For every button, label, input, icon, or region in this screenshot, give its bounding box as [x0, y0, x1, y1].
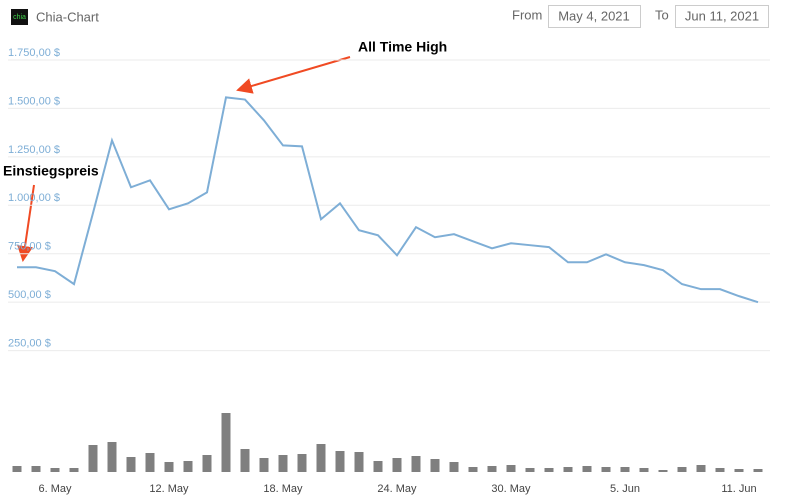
to-input[interactable]: [675, 5, 769, 28]
volume-bar: [449, 462, 459, 472]
volume-bar: [544, 468, 554, 472]
volume-bar: [297, 454, 307, 472]
volume-bar: [354, 452, 364, 472]
to-label: To: [655, 7, 669, 22]
volume-bar: [50, 468, 60, 472]
volume-bar: [734, 469, 744, 472]
annotation: Einstiegspreis: [3, 163, 99, 179]
volume-bar: [430, 459, 440, 472]
volume-bar: [563, 467, 573, 472]
y-tick-label: 250,00 $: [8, 337, 51, 349]
volume-bar: [373, 461, 383, 472]
x-tick-label: 12. May: [149, 483, 189, 495]
y-tick-label: 1.750,00 $: [8, 47, 60, 59]
x-tick-label: 6. May: [38, 483, 72, 495]
volume-bar: [601, 467, 611, 472]
x-tick-label: 30. May: [491, 483, 531, 495]
from-input[interactable]: [548, 5, 641, 28]
y-tick-label: 1.500,00 $: [8, 95, 60, 107]
to-value: Jun 11, 2021: [685, 8, 759, 23]
volume-bar: [696, 465, 706, 472]
volume-bar: [639, 468, 649, 472]
volume-bar: [677, 467, 687, 472]
volume-bar: [69, 468, 79, 472]
volume-bar: [183, 461, 193, 472]
y-tick-label: 500,00 $: [8, 289, 51, 301]
annotation-arrow: [17, 184, 35, 262]
volume-bar: [221, 413, 231, 472]
volume-bar: [240, 449, 250, 472]
volume-bar: [620, 467, 630, 472]
volume-bar: [202, 455, 212, 472]
x-tick-label: 18. May: [263, 483, 303, 495]
volume-bar: [715, 468, 725, 472]
volume-bar: [12, 466, 22, 472]
app-title: Chia-Chart: [36, 9, 99, 24]
logo-text: chia: [13, 14, 26, 21]
x-tick-label: 11. Jun: [721, 483, 756, 495]
volume-bar: [392, 458, 402, 472]
volume-bar: [316, 444, 326, 472]
from-label: From: [512, 7, 542, 22]
from-value: May 4, 2021: [558, 8, 630, 23]
volume-bar: [278, 455, 288, 472]
volume-bar: [164, 462, 174, 472]
logo: [11, 9, 28, 25]
volume-bar: [506, 465, 516, 472]
annotation-arrow: [236, 56, 351, 94]
annotation: All Time High: [358, 39, 447, 55]
volume-bar: [411, 456, 421, 472]
y-tick-label: 1.250,00 $: [8, 144, 60, 156]
price-line: [17, 96, 759, 304]
volume-bar: [468, 467, 478, 472]
y-tick-label: 750,00 $: [8, 241, 51, 253]
x-tick-label: 5. Jun: [610, 483, 640, 495]
volume-bar: [753, 469, 763, 472]
volume-bar: [31, 466, 41, 472]
y-tick-label: 1.000,00 $: [8, 192, 60, 204]
x-tick-label: 24. May: [377, 483, 417, 495]
volume-bar: [525, 468, 535, 472]
volume-bar: [88, 445, 98, 472]
volume-bar: [126, 457, 136, 472]
volume-bar: [107, 442, 117, 472]
volume-bar: [658, 470, 668, 472]
volume-bar: [582, 466, 592, 472]
volume-bar: [259, 458, 269, 472]
volume-bar: [487, 466, 497, 472]
volume-bar: [335, 451, 345, 472]
volume-bar: [145, 453, 155, 472]
